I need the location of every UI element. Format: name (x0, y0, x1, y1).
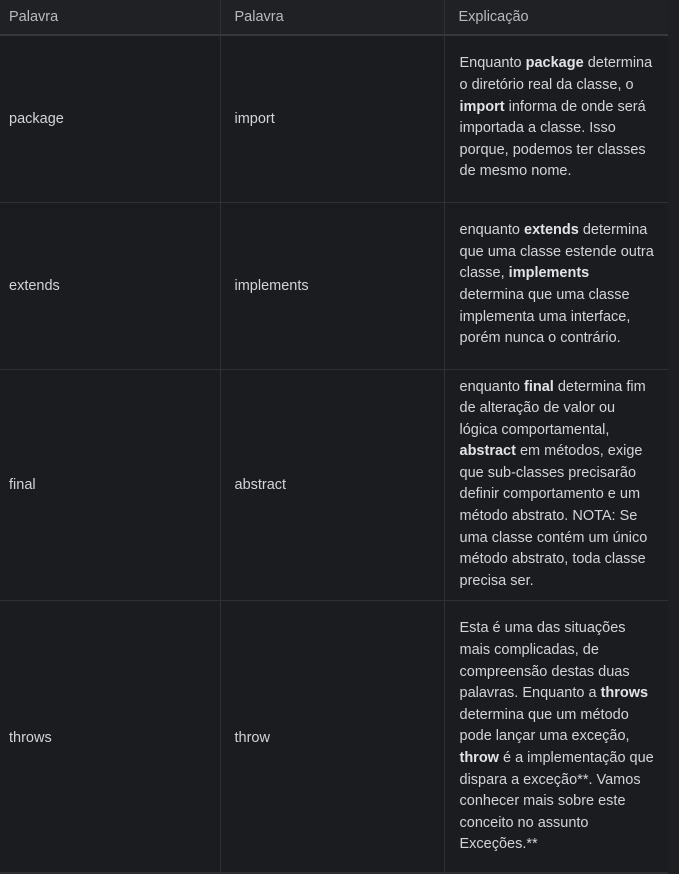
header-palavra-2: Palavra (220, 0, 445, 36)
table-row: throws throw Esta é uma das situações ma… (0, 600, 668, 874)
word-cell-2: import (220, 35, 445, 203)
word-cell-1: extends (0, 202, 221, 370)
scrollbar-track[interactable] (668, 0, 679, 874)
keyword-bold: throws (600, 685, 649, 702)
explanation-text: determina que uma classe implementa uma … (459, 287, 631, 347)
word-cell-1: package (0, 35, 221, 203)
explanation-cell: enquanto final determina fim de alteraçã… (444, 369, 668, 602)
header-row: Palavra Palavra Explicação (0, 0, 668, 36)
word-cell-2: implements (220, 202, 445, 370)
explanation-text: determina fim de alteração de valor ou l… (459, 378, 646, 438)
keyword-bold: package (525, 55, 584, 72)
keyword-bold: implements (508, 265, 590, 282)
explanation-text: enquanto (459, 222, 525, 239)
word-cell-1: final (0, 369, 221, 602)
explanation-text: é a implementação que dispara a exceção*… (459, 749, 654, 853)
divider (0, 872, 668, 874)
explanation-cell: Esta é uma das situações mais complicada… (444, 601, 668, 874)
table-row: extends implements enquanto extends dete… (0, 202, 668, 370)
word-cell-2: abstract (220, 369, 445, 602)
explanation-text: em métodos, exige que sub-classes precis… (459, 443, 648, 589)
header-explicacao: Explicação (444, 0, 668, 36)
word-cell-1: throws (0, 600, 221, 874)
explanation-text: determina que um método pode lançar uma … (459, 706, 630, 745)
explanation-text: Enquanto (459, 55, 526, 72)
keyword-bold: final (524, 378, 554, 395)
explanation-text: Esta é uma das situações mais complicada… (459, 620, 630, 702)
explanation-text: informa de onde será importada a classe.… (459, 98, 646, 180)
keyword-bold: abstract (459, 443, 516, 460)
table-row: final abstract enquanto final determina … (0, 369, 668, 602)
explanation-text: enquanto (459, 378, 525, 395)
table-header: Palavra Palavra Explicação (0, 0, 668, 36)
keyword-bold: throw (459, 749, 499, 766)
explanation-cell: enquanto extends determina que uma class… (444, 202, 668, 370)
table-body: package import Enquanto package determin… (0, 35, 668, 874)
keyword-bold: import (459, 98, 505, 115)
table-row: package import Enquanto package determin… (0, 35, 668, 203)
explanation-cell: Enquanto package determina o diretório r… (444, 35, 668, 203)
header-palavra-1: Palavra (0, 0, 221, 36)
explanation-text: determina o diretório real da classe, o (459, 55, 653, 94)
word-cell-2: throw (220, 600, 445, 874)
explanation-text: determina que uma classe estende outra c… (459, 222, 654, 282)
keyword-bold: extends (524, 222, 579, 239)
